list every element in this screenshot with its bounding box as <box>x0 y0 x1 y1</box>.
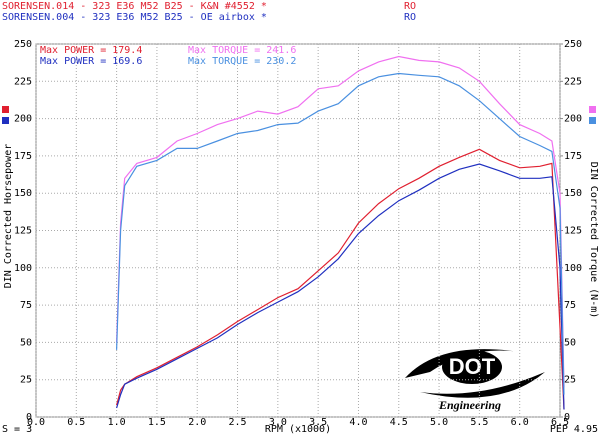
x-tick-label: 2.5 <box>229 417 247 428</box>
x-tick-label: 5.5 <box>470 417 488 428</box>
x-tick-label: 6.5 <box>551 417 569 428</box>
y-tick-label: 175 <box>14 151 32 162</box>
y2-tick-label: 200 <box>564 114 582 125</box>
logo: DOT Engineering <box>405 349 545 412</box>
y-axis-label: DIN Corrected Horsepower <box>3 144 14 289</box>
y2-tick-label: 225 <box>564 76 582 87</box>
y2-tick-label: 0 <box>564 412 570 423</box>
y-tick-label: 50 <box>20 337 32 348</box>
series-line <box>116 55 565 388</box>
footer-right: PEP 4.95 <box>550 424 598 435</box>
series-line <box>116 72 565 395</box>
y2-tick-label: 50 <box>564 337 576 348</box>
y2-tick-label: 100 <box>564 263 582 274</box>
header-line: SORENSEN.004 - 323 E36 M52 B25 - OE airb… <box>2 12 267 23</box>
y-tick-label: 25 <box>20 375 32 386</box>
y-tick-label: 75 <box>20 300 32 311</box>
y2-tick-label: 125 <box>564 226 582 237</box>
x-axis-label: RPM (x1000) <box>265 424 331 435</box>
logo-oval <box>442 350 502 384</box>
y2-axis-label: DIN Corrected Torque (N-m) <box>588 162 599 319</box>
x-tick-label: 4.5 <box>390 417 408 428</box>
y-tick-label: 150 <box>14 188 32 199</box>
y2-tick-label: 75 <box>564 300 576 311</box>
y2-tick-label: 250 <box>564 39 582 50</box>
x-tick-label: 2.0 <box>188 417 206 428</box>
header-line: SORENSEN.014 - 323 E36 M52 B25 - K&N #45… <box>2 1 267 12</box>
x-tick-label: 4.0 <box>349 417 367 428</box>
series-line <box>116 163 565 410</box>
y-tick-label: 200 <box>14 114 32 125</box>
y2-tick-label: 175 <box>564 151 582 162</box>
x-tick-label: 5.0 <box>430 417 448 428</box>
x-tick-label: 0.0 <box>27 417 45 428</box>
x-tick-label: 3.5 <box>309 417 327 428</box>
y-tick-label: 0 <box>26 412 32 423</box>
legend-swatch <box>2 106 9 113</box>
x-tick-label: 0.5 <box>67 417 85 428</box>
legend-swatch <box>589 106 596 113</box>
legend-swatch <box>2 117 9 124</box>
y2-tick-label: 25 <box>564 375 576 386</box>
x-tick-label: 3.0 <box>269 417 287 428</box>
legend-swatch <box>589 117 596 124</box>
logo-subtitle: Engineering <box>438 398 501 412</box>
logo-swoosh <box>420 372 545 398</box>
annotation: Max POWER = 169.6 <box>40 56 142 67</box>
x-tick-label: 1.5 <box>148 417 166 428</box>
y-tick-label: 225 <box>14 76 32 87</box>
x-tick-label: 1.0 <box>108 417 126 428</box>
annotation: Max TORQUE = 230.2 <box>188 56 296 67</box>
logo-name: DOT <box>449 354 496 379</box>
header-tag: RO <box>404 1 416 12</box>
footer-left: S = 3 <box>2 424 32 435</box>
series-line <box>116 148 565 410</box>
y2-tick-label: 150 <box>564 188 582 199</box>
header-tag: RO <box>404 12 416 23</box>
y-tick-label: 100 <box>14 263 32 274</box>
y-tick-label: 125 <box>14 226 32 237</box>
x-tick-label: 6.0 <box>511 417 529 428</box>
annotation: Max POWER = 179.4 <box>40 45 142 56</box>
annotation: Max TORQUE = 241.6 <box>188 45 296 56</box>
y-tick-label: 250 <box>14 39 32 50</box>
